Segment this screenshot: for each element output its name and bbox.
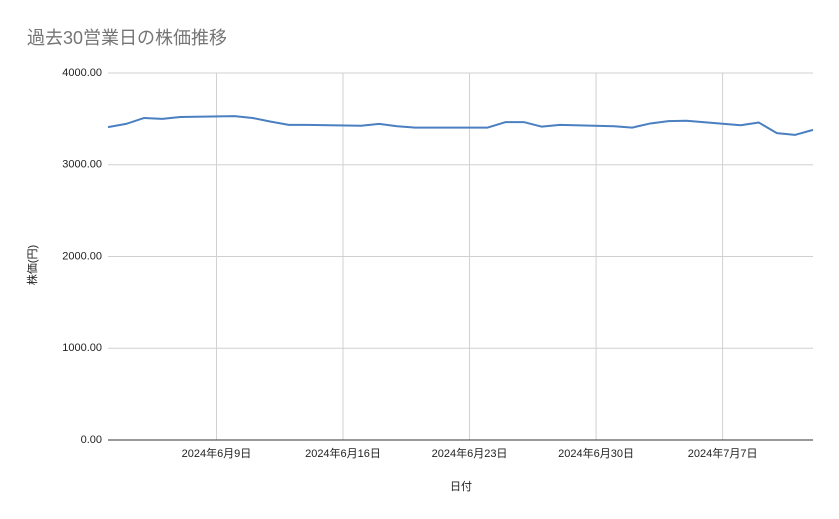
y-tick-label: 1000.00 [62, 342, 102, 354]
x-axis-title: 日付 [450, 480, 472, 493]
chart-title: 過去30営業日の株価推移 [27, 28, 227, 48]
y-tick-label: 2000.00 [62, 250, 102, 262]
x-tick-label: 2024年6月16日 [305, 446, 381, 460]
x-tick-label: 2024年6月9日 [182, 446, 252, 460]
y-tick-label: 4000.00 [62, 67, 102, 79]
y-tick-label: 3000.00 [62, 159, 102, 171]
y-axis-title: 株価(円) [25, 245, 39, 285]
y-tick-label: 0.00 [81, 434, 102, 446]
x-tick-label: 2024年6月23日 [432, 446, 508, 460]
x-tick-label: 2024年7月7日 [688, 446, 758, 460]
line-series [107, 115, 814, 136]
x-tick-label: 2024年6月30日 [558, 446, 634, 460]
